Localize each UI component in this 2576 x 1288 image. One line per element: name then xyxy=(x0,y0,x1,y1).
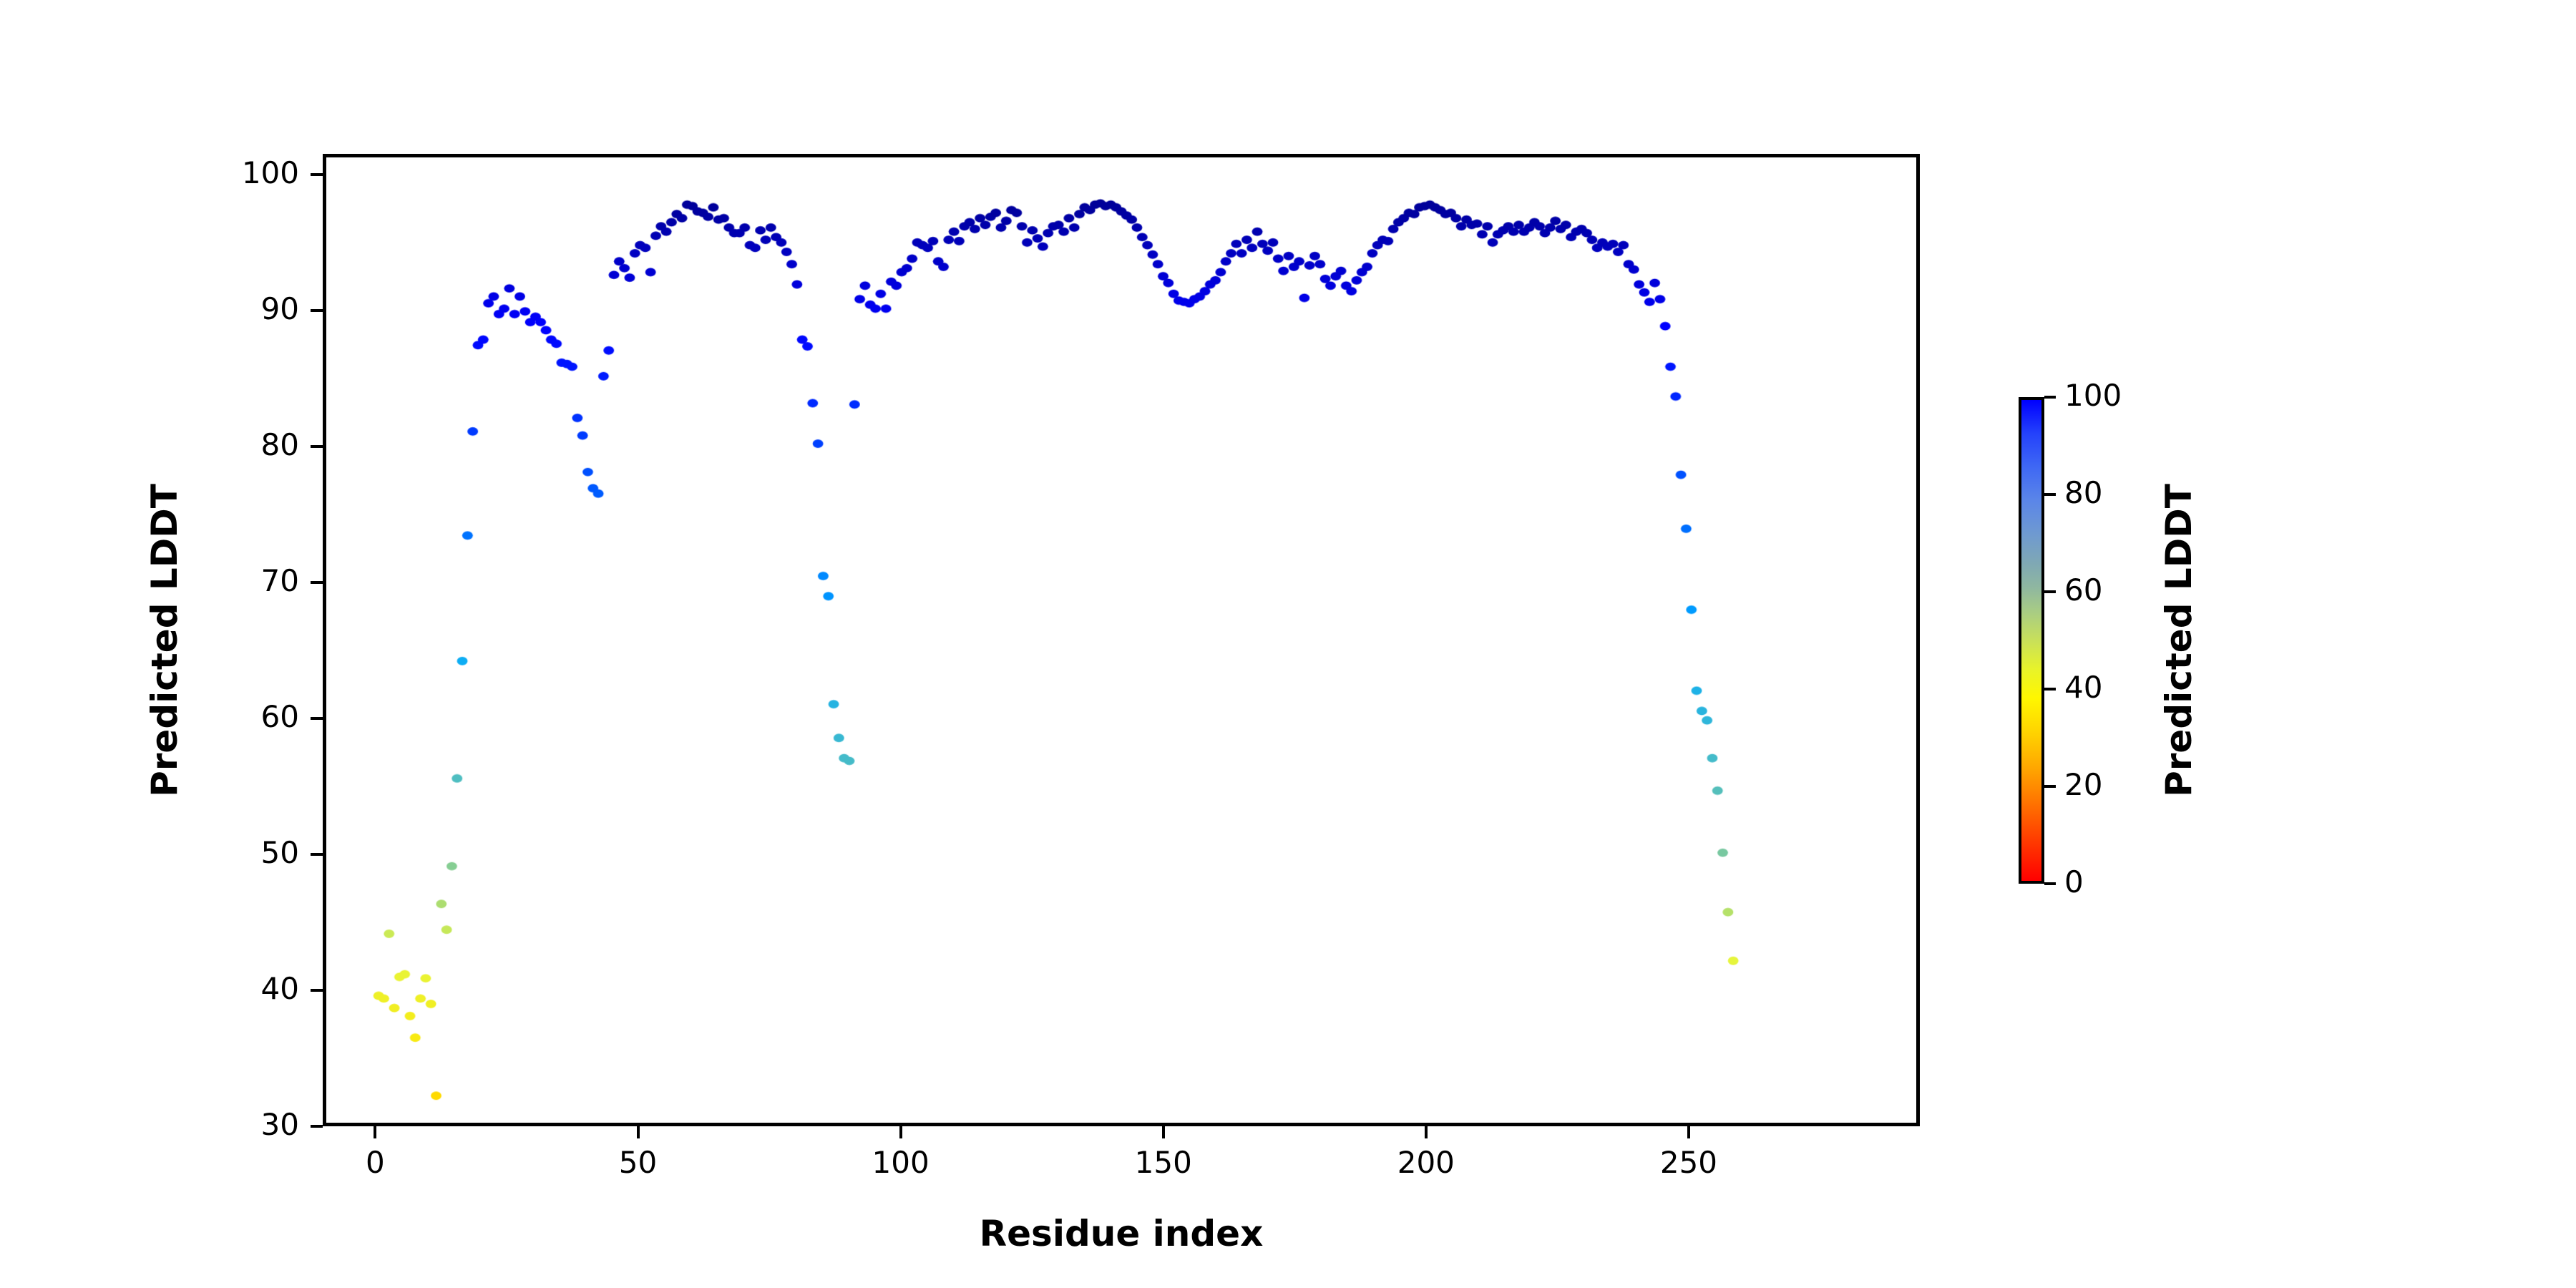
x-tick-mark xyxy=(636,1126,640,1138)
y-tick-mark xyxy=(311,1125,323,1128)
plot-area xyxy=(323,154,1920,1126)
y-tick-mark xyxy=(311,988,323,992)
colorbar-tick-label: 80 xyxy=(2064,475,2103,510)
colorbar-title: Predicted LDDT xyxy=(2158,484,2200,797)
x-tick-label: 0 xyxy=(366,1145,385,1180)
y-tick-label: 70 xyxy=(260,562,299,598)
y-tick-label: 90 xyxy=(260,291,299,326)
colorbar-tick-label: 0 xyxy=(2064,864,2084,899)
y-tick-label: 60 xyxy=(260,698,299,734)
x-tick-label: 250 xyxy=(1659,1145,1718,1180)
colorbar xyxy=(2019,397,2044,884)
colorbar-tick-mark xyxy=(2044,882,2056,885)
y-tick-label: 40 xyxy=(260,970,299,1006)
colorbar-tick-label: 20 xyxy=(2064,767,2103,802)
colorbar-tick-label: 40 xyxy=(2064,670,2103,705)
colorbar-tick-mark xyxy=(2044,688,2056,691)
colorbar-tick-label: 100 xyxy=(2064,378,2122,413)
x-tick-label: 100 xyxy=(872,1145,930,1180)
x-tick-mark xyxy=(374,1126,377,1138)
y-tick-mark xyxy=(311,716,323,720)
colorbar-tick-mark xyxy=(2044,590,2056,593)
x-tick-mark xyxy=(1687,1126,1690,1138)
x-axis-title: Residue index xyxy=(979,1213,1264,1254)
y-tick-mark xyxy=(311,308,323,312)
colorbar-tick-mark xyxy=(2044,396,2056,399)
y-axis-title: Predicted LDDT xyxy=(144,484,185,797)
x-tick-label: 50 xyxy=(618,1145,658,1180)
x-tick-mark xyxy=(899,1126,902,1138)
colorbar-tick-mark xyxy=(2044,493,2056,496)
x-tick-label: 150 xyxy=(1134,1145,1192,1180)
x-tick-label: 200 xyxy=(1397,1145,1455,1180)
y-tick-label: 80 xyxy=(260,426,299,462)
colorbar-tick-mark xyxy=(2044,785,2056,788)
scatter-plot xyxy=(326,157,1916,1123)
y-tick-label: 30 xyxy=(260,1107,299,1142)
y-tick-mark xyxy=(311,172,323,176)
y-tick-label: 50 xyxy=(260,834,299,870)
colorbar-tick-label: 60 xyxy=(2064,572,2103,608)
x-tick-mark xyxy=(1161,1126,1165,1138)
y-tick-mark xyxy=(311,444,323,448)
y-tick-mark xyxy=(311,852,323,856)
x-tick-mark xyxy=(1424,1126,1428,1138)
y-tick-mark xyxy=(311,580,323,584)
colorbar-gradient xyxy=(2019,397,2044,884)
y-tick-label: 100 xyxy=(241,155,299,190)
